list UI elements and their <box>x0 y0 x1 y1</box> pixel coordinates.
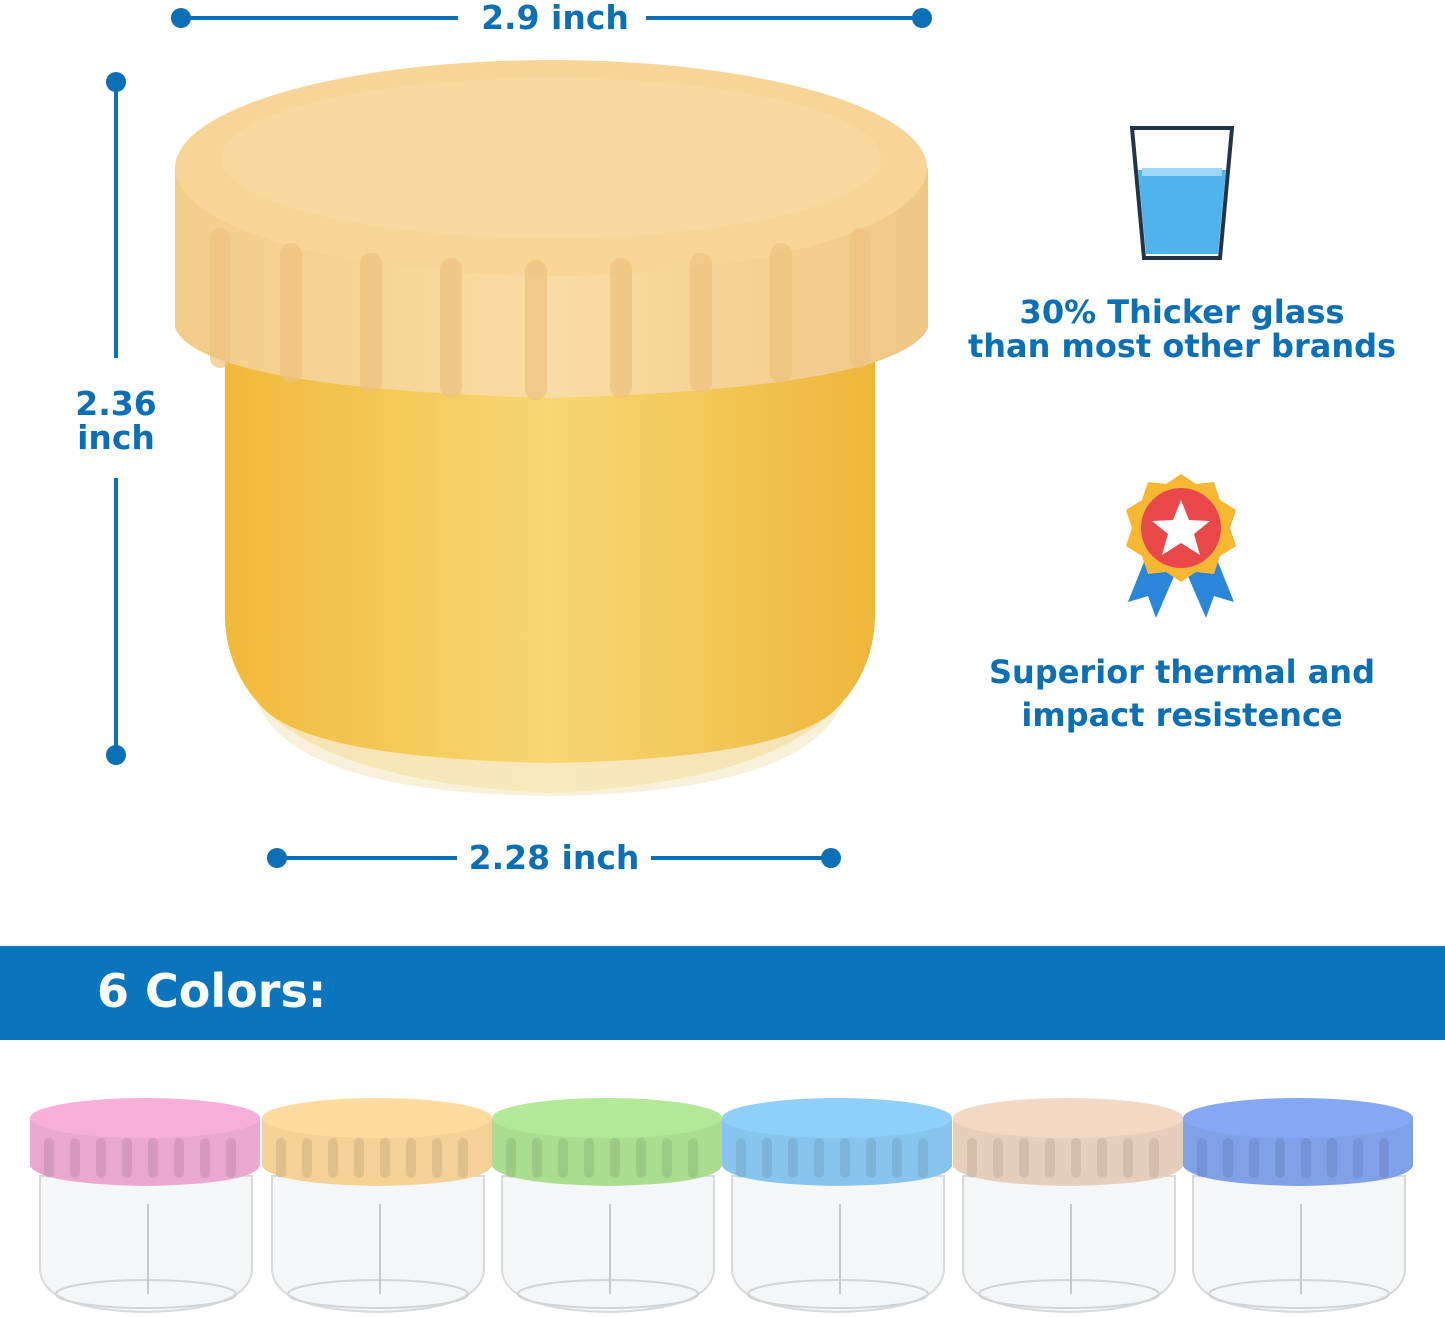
feature-thicker-glass-line1: 30% Thicker glass <box>1019 293 1345 331</box>
dimension-line <box>114 478 118 755</box>
width-label: 2.9 inch <box>481 0 629 37</box>
dimension-line <box>651 856 831 860</box>
height-label-line1: 2.36 <box>75 384 157 423</box>
color-variant-jar <box>1183 1098 1413 1314</box>
dimension-endpoint <box>106 745 126 765</box>
color-variant-jar <box>30 1098 260 1314</box>
color-variant-jar <box>722 1098 952 1314</box>
colors-banner-label: 6 Colors: <box>97 964 327 1018</box>
feature-thermal-line2: impact resistence <box>1021 696 1343 734</box>
main-jar-image <box>175 60 928 796</box>
color-variant-jar <box>492 1098 722 1314</box>
dimension-endpoint <box>912 8 932 28</box>
dimension-endpoint <box>821 848 841 868</box>
dimension-line <box>646 16 922 20</box>
colors-banner <box>0 946 1445 1040</box>
feature-thermal-line1: Superior thermal and <box>989 653 1375 691</box>
feature-thicker-glass-line2: than most other brands <box>967 327 1397 365</box>
height-label-line2: inch <box>77 418 155 457</box>
base-label: 2.28 inch <box>468 838 640 877</box>
color-variant-jar <box>262 1098 492 1314</box>
water-glass-icon <box>1129 126 1235 260</box>
color-variant-jar <box>953 1098 1183 1314</box>
dimension-line <box>114 82 118 358</box>
dimension-line <box>277 856 457 860</box>
award-medal-icon <box>1126 474 1236 618</box>
dimension-line <box>180 16 458 20</box>
